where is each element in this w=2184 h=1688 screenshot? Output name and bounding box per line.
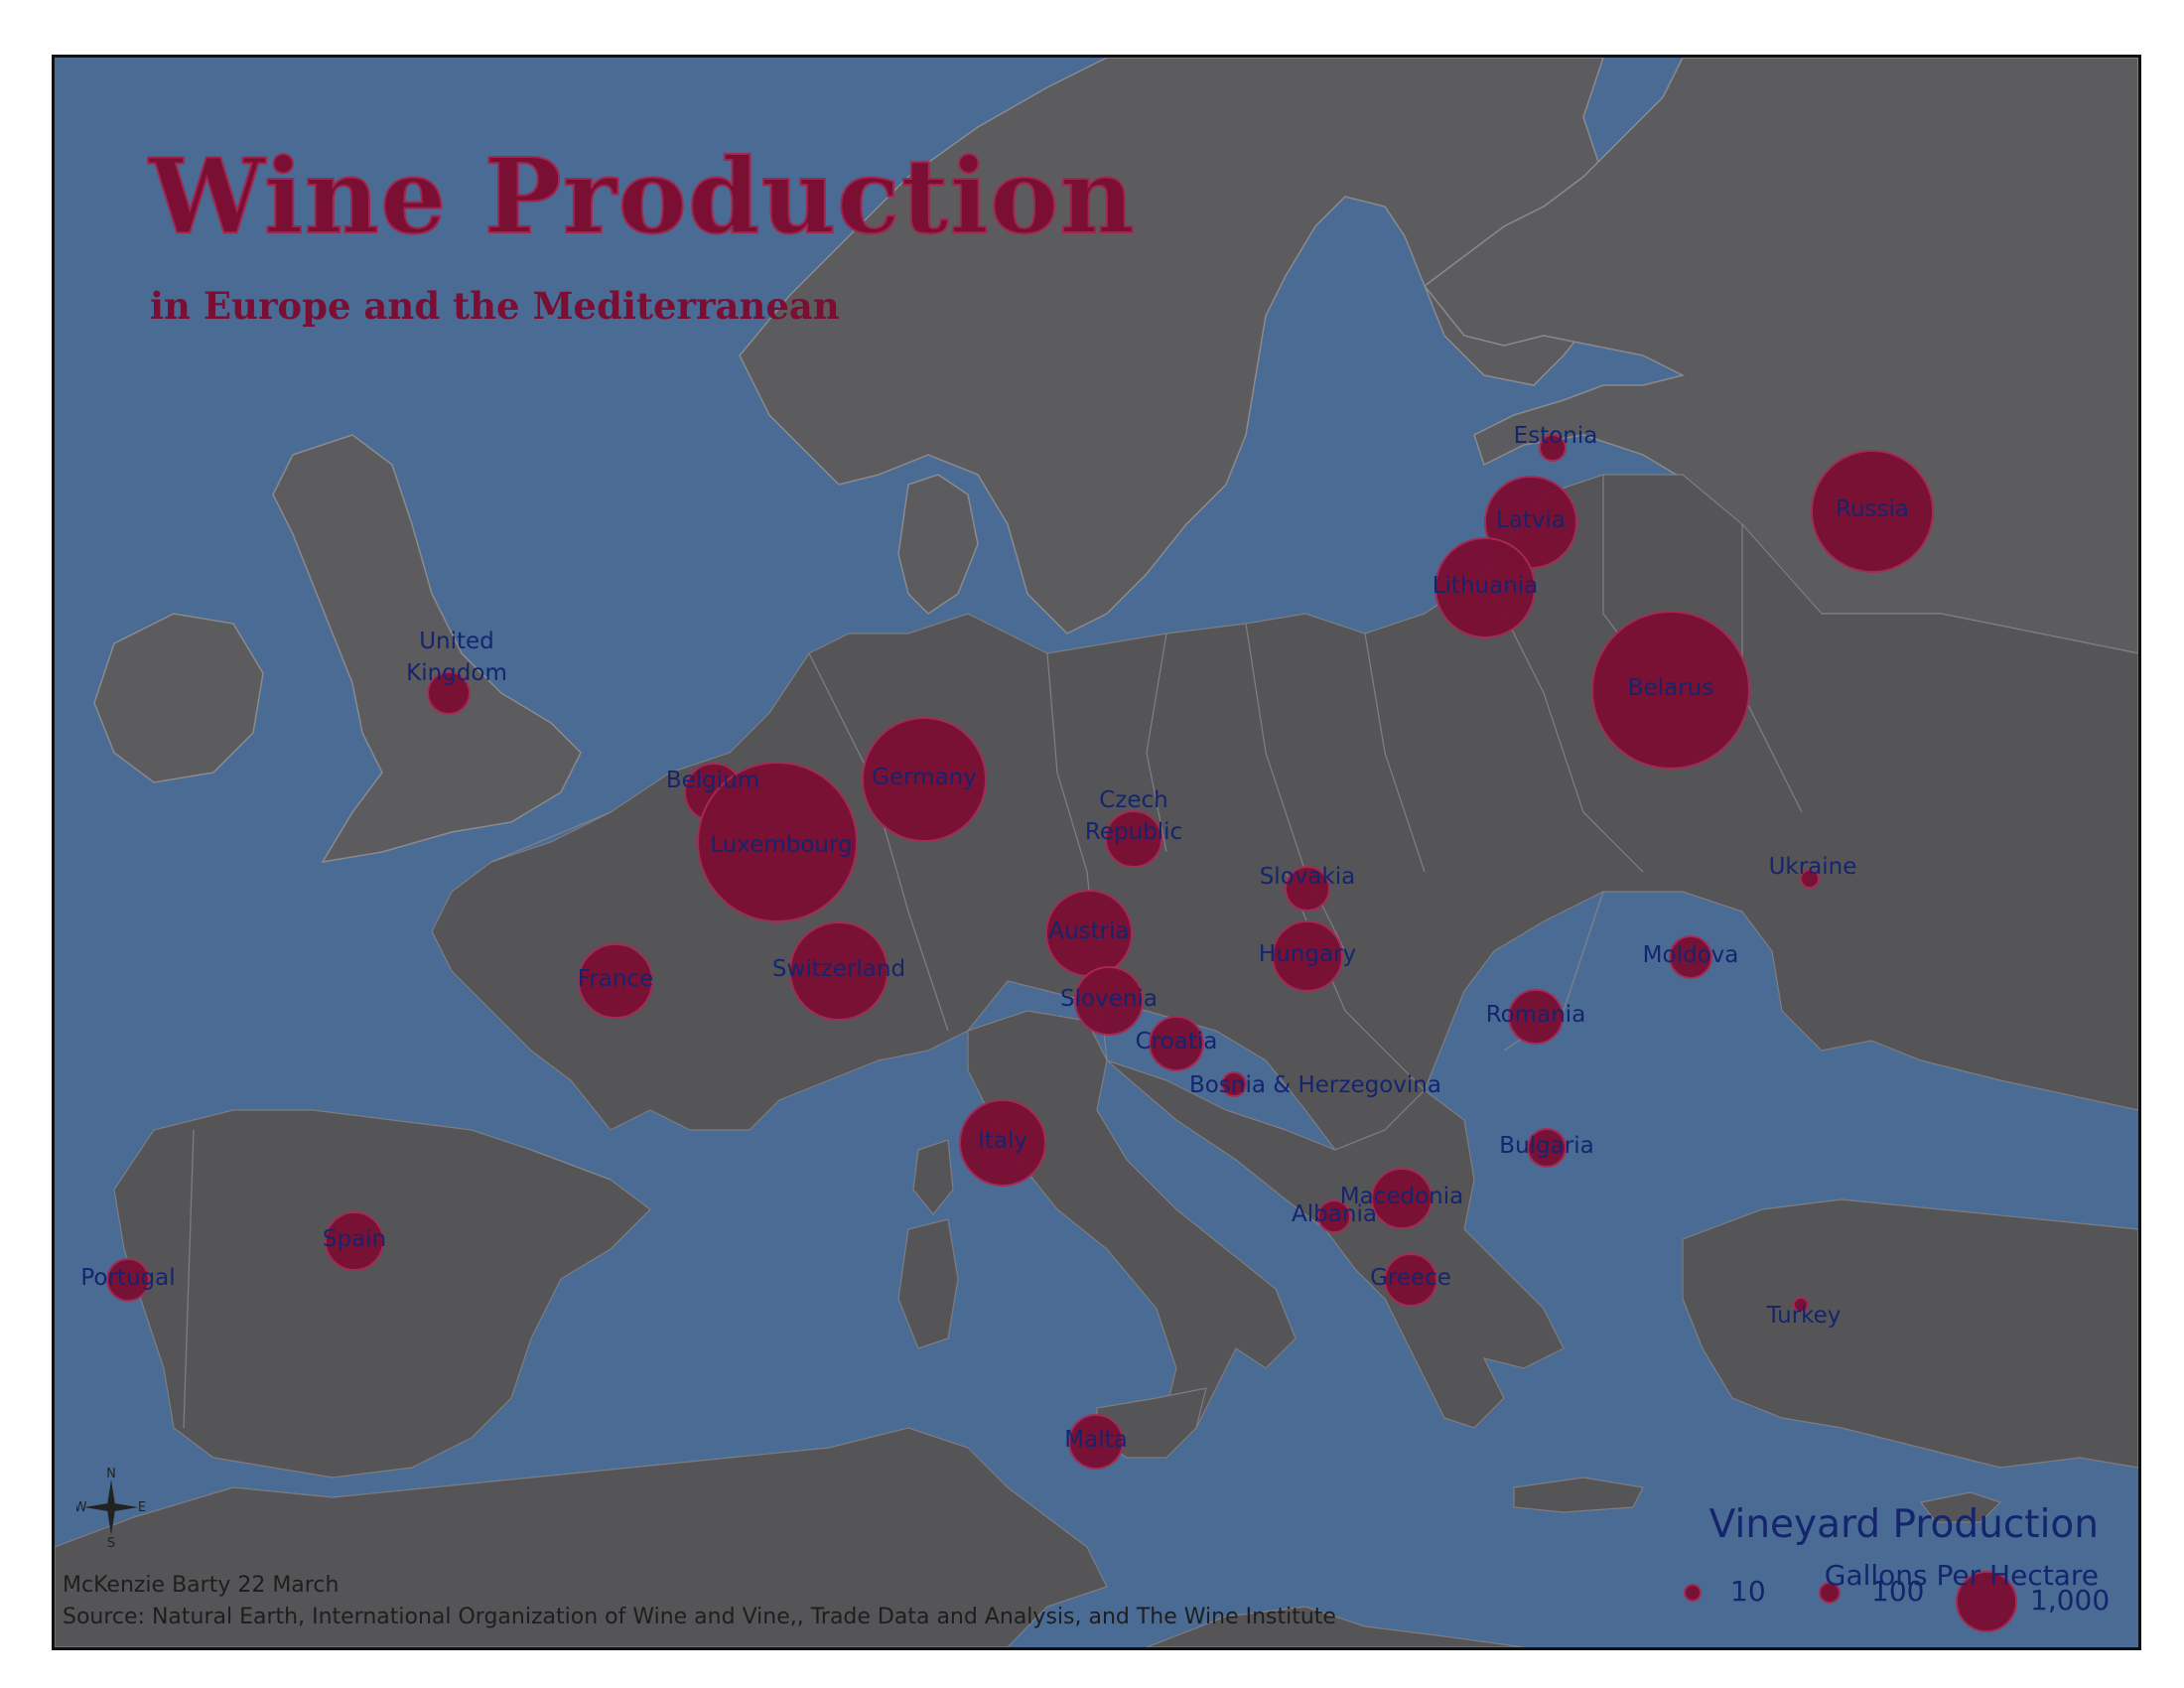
label-portugal: Portugal — [80, 1265, 175, 1291]
legend-subtitle: Gallons Per Hectare — [1824, 1559, 2099, 1592]
land-libya — [1146, 1606, 1525, 1647]
bubble-slovakia — [1285, 866, 1330, 912]
label-germany: Germany — [872, 765, 977, 790]
label-czech-republic: Czech Republic — [1085, 787, 1182, 845]
bubble-portugal — [106, 1258, 150, 1302]
bubble-france — [578, 943, 653, 1019]
bubble-germany — [862, 717, 987, 842]
land-finland-russia — [1423, 58, 2138, 654]
bubble-czech-republic — [1105, 810, 1162, 868]
land-ireland — [93, 613, 264, 783]
label-latvia: Latvia — [1496, 507, 1566, 533]
label-belgium: Belgium — [666, 768, 759, 793]
label-ukraine: Ukraine — [1769, 854, 1857, 880]
label-slovakia: Slovakia — [1260, 864, 1356, 890]
bubble-united-kingdom — [427, 671, 471, 715]
compass-rose-icon: N S E W — [76, 1468, 146, 1547]
bubble-romania — [1508, 989, 1564, 1045]
compass-w: W — [76, 1500, 87, 1515]
bubble-bosnia-herzegovina — [1221, 1071, 1247, 1097]
label-italy: Italy — [978, 1128, 1027, 1154]
land-iberia — [113, 1109, 651, 1478]
compass-e: E — [138, 1500, 146, 1515]
land-north-africa — [55, 1427, 1108, 1647]
bubble-slovenia — [1074, 966, 1144, 1036]
land-crete — [1513, 1477, 1644, 1513]
label-france: France — [578, 966, 653, 992]
label-layer: United Kingdom Belgium Luxembourg Germany Fra… — [80, 423, 1909, 1453]
bubble-lithuania — [1434, 537, 1536, 638]
land-turkey — [1682, 1198, 2138, 1469]
label-russia: Russia — [1836, 496, 1909, 522]
bubble-ukraine — [1800, 869, 1820, 889]
label-spain: Spain — [323, 1226, 386, 1252]
map-subtitle: in Europe and the Mediterranean — [150, 284, 840, 328]
author-credit: McKenzie Barty 22 March — [63, 1573, 340, 1598]
land-great-britain — [272, 434, 582, 864]
legend-bubble-1 — [1819, 1582, 1841, 1604]
map-frame: United Kingdom Belgium Luxembourg Germany Fra… — [52, 55, 2141, 1650]
legend-bubbles — [1684, 1571, 2017, 1632]
compass-n: N — [106, 1468, 116, 1481]
label-romania: Romania — [1486, 1002, 1586, 1028]
label-bosnia-herzegovina: Bosnia & Herzegovina — [1189, 1072, 1441, 1098]
land-cyprus — [1919, 1491, 2002, 1523]
map-title: Wine Production — [148, 134, 1137, 258]
bubble-albania — [1317, 1199, 1351, 1233]
legend-bubble-0 — [1684, 1584, 1702, 1602]
label-bulgaria: Bulgaria — [1499, 1133, 1593, 1159]
label-malta: Malta — [1064, 1427, 1127, 1453]
label-switzerland: Switzerland — [772, 956, 905, 982]
bubble-croatia — [1149, 1016, 1204, 1071]
land-italy — [967, 1010, 1297, 1429]
map-canvas: United Kingdom Belgium Luxembourg Germany Fra… — [55, 58, 2138, 1647]
bubble-greece — [1384, 1253, 1437, 1307]
legend-label-2: 1,000 — [2030, 1584, 2111, 1617]
land-sardinia — [897, 1218, 959, 1349]
label-slovenia: Slovenia — [1060, 986, 1158, 1012]
bubble-russia — [1811, 450, 1934, 573]
label-turkey: Turkey — [1766, 1303, 1842, 1329]
bubble-switzerland — [789, 921, 888, 1021]
label-estonia: Estonia — [1514, 423, 1598, 449]
label-albania: Albania — [1292, 1201, 1377, 1227]
land-scandinavia — [739, 58, 1644, 634]
land-denmark — [897, 474, 979, 615]
label-lithuania: Lithuania — [1433, 573, 1539, 599]
bubble-luxembourg — [697, 762, 858, 922]
label-belarus: Belarus — [1628, 675, 1713, 701]
label-croatia: Croatia — [1136, 1029, 1218, 1055]
legend-bubble-2 — [1956, 1571, 2017, 1632]
legend-title: Vineyard Production — [1708, 1502, 2099, 1547]
bubble-estonia — [1539, 434, 1567, 462]
legend-label-0: 10 — [1730, 1575, 1766, 1608]
bubble-moldova — [1669, 935, 1712, 979]
bubble-malta — [1068, 1414, 1124, 1470]
bubble-turkey — [1793, 1297, 1809, 1313]
bubble-italy — [959, 1099, 1046, 1187]
bubble-belarus — [1591, 611, 1750, 770]
label-greece: Greece — [1370, 1265, 1451, 1291]
land-corsica — [912, 1139, 954, 1215]
bubble-spain — [325, 1211, 384, 1271]
source-credit: Source: Natural Earth, International Org… — [63, 1605, 1336, 1629]
bubble-hungary — [1272, 920, 1343, 992]
legend-label-1: 100 — [1871, 1575, 1925, 1608]
label-united-kingdom: United Kingdom — [406, 629, 507, 686]
label-macedonia: Macedonia — [1340, 1184, 1463, 1209]
bubble-layer — [106, 434, 1934, 1470]
bubble-bulgaria — [1527, 1128, 1567, 1168]
land-balkans — [1106, 1059, 1565, 1429]
label-moldova: Moldova — [1643, 942, 1739, 968]
label-luxembourg: Luxembourg — [710, 832, 852, 858]
label-hungary: Hungary — [1259, 941, 1356, 967]
label-austria: Austria — [1048, 918, 1129, 944]
compass-s: S — [107, 1536, 115, 1547]
bubble-macedonia — [1371, 1168, 1433, 1229]
